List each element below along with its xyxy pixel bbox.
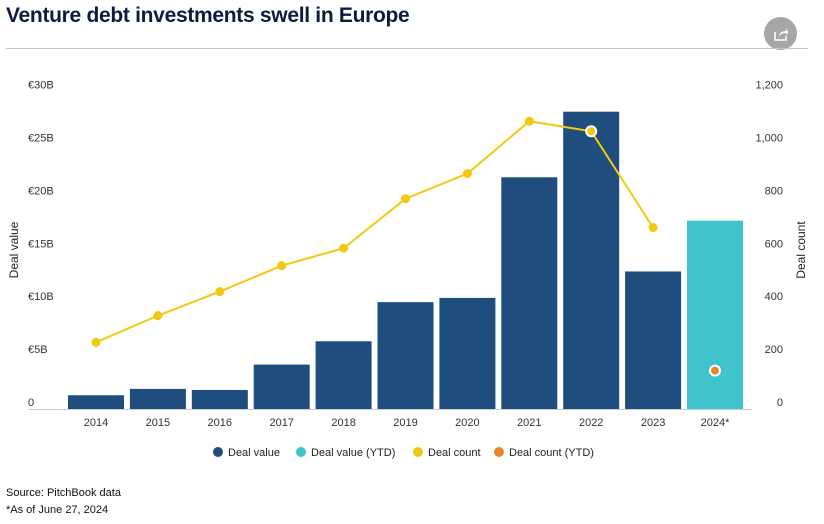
bar-deal-value [501, 177, 558, 409]
title-divider [6, 48, 808, 49]
x-tick-label: 2019 [393, 417, 417, 429]
legend-label: Deal value [228, 447, 280, 459]
deal-count-ytd-point [709, 364, 721, 377]
bar-deal-value [253, 364, 310, 409]
x-tick-label: 2017 [269, 417, 293, 429]
x-tick-label: 2014 [84, 417, 108, 429]
bar-deal-value [563, 111, 620, 410]
y2-tick-label: 1,000 [755, 133, 783, 145]
x-tick-label: 2023 [641, 417, 665, 429]
y-tick-label: €25B [28, 133, 54, 145]
share-button[interactable] [764, 17, 797, 50]
y2-tick-label: 400 [765, 291, 783, 303]
x-tick-label: 2020 [455, 417, 479, 429]
y-tick-label: €20B [28, 185, 54, 197]
source-note: Source: PitchBook data [6, 487, 121, 499]
legend-marker [213, 447, 223, 457]
share-icon [773, 28, 788, 41]
chart-title: Venture debt investments swell in Europe [6, 4, 410, 27]
footnote: *As of June 27, 2024 [6, 504, 109, 516]
x-tick-label: 2022 [579, 417, 603, 429]
y2-tick-label: 200 [765, 344, 783, 356]
x-tick-label: 2018 [331, 417, 355, 429]
bar-deal-value [191, 389, 248, 409]
deal-count-point [339, 243, 349, 253]
deal-count-point [648, 223, 658, 233]
y2-tick-label: 0 [777, 397, 783, 409]
deal-count-line [95, 120, 654, 344]
bar-deal-value [439, 297, 496, 409]
x-tick-label: 2021 [517, 417, 541, 429]
deal-count-point [524, 116, 534, 126]
legend-label: Deal value (YTD) [311, 447, 395, 459]
x-tick-label: 2016 [208, 417, 232, 429]
x-tick-label: 2015 [146, 417, 170, 429]
chart: 0 €5B €10B €15B €20B €25B €30B 0 200 400 600 800 1,0… [7, 80, 808, 459]
y-axis-title: Deal value [7, 221, 21, 278]
bar-deal-value [129, 388, 186, 409]
deal-count-point [277, 261, 287, 271]
y-tick-label: 0 [28, 397, 34, 409]
y-tick-label: €10B [28, 291, 54, 303]
deal-count-point [91, 337, 101, 347]
legend-label: Deal count (YTD) [509, 447, 594, 459]
bar-deal-value [377, 302, 434, 409]
deal-count-point [401, 194, 410, 204]
y-tick-label: €5B [28, 344, 48, 356]
deal-count-point [585, 125, 598, 138]
bar-deal-value-ytd [687, 220, 743, 409]
legend-label: Deal count [428, 447, 481, 459]
y-tick-label: €15B [28, 238, 54, 250]
y2-axis-title: Deal count [794, 221, 808, 279]
legend-marker [494, 447, 504, 457]
deal-count-point [215, 287, 225, 297]
legend-marker [413, 447, 423, 457]
bar-deal-value [625, 271, 682, 409]
y2-tick-label: 1,200 [755, 80, 783, 92]
y2-tick-label: 600 [765, 238, 783, 250]
deal-count-point [462, 169, 472, 179]
bar-deal-value [68, 395, 124, 409]
legend-marker [296, 447, 306, 457]
deal-count-point [153, 311, 163, 321]
y-tick-label: €30B [28, 80, 54, 92]
x-tick-label: 2024* [701, 417, 730, 429]
y2-tick-label: 800 [765, 185, 783, 197]
bar-deal-value [315, 341, 372, 409]
